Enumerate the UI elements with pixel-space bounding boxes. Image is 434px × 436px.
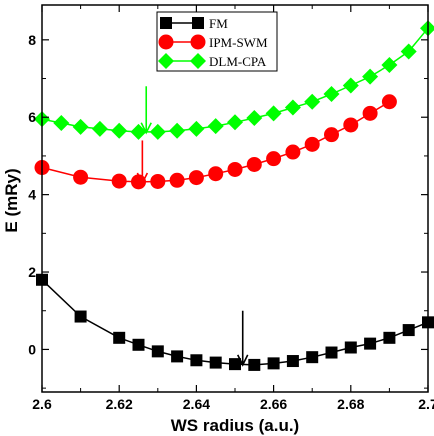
data-point-fm xyxy=(209,356,222,369)
data-point-ipm-swm xyxy=(150,173,166,189)
data-point-ipm-swm xyxy=(73,169,89,185)
legend-item-fm: FM xyxy=(160,16,228,31)
series-ipm-swm xyxy=(34,94,397,190)
data-point-fm xyxy=(248,358,261,371)
data-point-dlm-cpa xyxy=(53,115,70,132)
data-point-ipm-swm xyxy=(285,144,301,160)
x-tick-label: 2.68 xyxy=(337,396,364,412)
data-point-ipm-swm xyxy=(246,156,262,172)
data-point-dlm-cpa xyxy=(420,20,434,37)
x-tick-label: 2.64 xyxy=(183,396,210,412)
legend-marker xyxy=(190,53,206,69)
data-point-fm xyxy=(306,351,319,364)
data-point-fm xyxy=(364,337,377,350)
data-point-ipm-swm xyxy=(169,172,185,188)
legend-marker xyxy=(158,34,174,50)
data-point-dlm-cpa xyxy=(72,118,89,135)
data-point-fm xyxy=(74,310,87,323)
arrow-head xyxy=(237,354,249,367)
data-point-dlm-cpa xyxy=(400,43,417,60)
legend-marker xyxy=(190,34,206,50)
data-point-dlm-cpa xyxy=(304,93,321,110)
legend-marker xyxy=(160,17,172,29)
annotation-arrow xyxy=(136,140,149,185)
data-point-ipm-swm xyxy=(324,127,339,143)
data-point-fm xyxy=(383,331,396,344)
data-point-dlm-cpa xyxy=(265,105,282,122)
y-axis-label: E (mRy) xyxy=(2,168,21,232)
y-tick-label: 0 xyxy=(28,341,36,357)
x-tick-label: 2.66 xyxy=(260,396,287,412)
data-point-fm xyxy=(190,354,203,367)
data-point-dlm-cpa xyxy=(207,118,224,135)
data-point-fm xyxy=(113,331,126,344)
arrow-head xyxy=(140,122,152,135)
data-point-fm xyxy=(286,355,299,368)
annotation-arrow xyxy=(140,86,152,135)
legend-label: FM xyxy=(209,16,228,31)
data-point-dlm-cpa xyxy=(169,122,186,139)
data-point-ipm-swm xyxy=(188,170,204,186)
data-point-fm xyxy=(151,345,164,358)
tick-layer: 2.6 2.62 2.64 2.66 2.68 2.7 0 2 4 6 8 xyxy=(28,5,434,412)
data-point-ipm-swm xyxy=(266,151,282,167)
data-point-ipm-swm xyxy=(111,173,127,189)
legend-label: DLM-CPA xyxy=(209,54,267,69)
data-point-fm xyxy=(344,341,357,354)
legend-item-ipm-swm: IPM-SWM xyxy=(158,34,268,50)
data-point-ipm-swm xyxy=(208,166,224,182)
data-point-dlm-cpa xyxy=(284,99,301,116)
arrow-head xyxy=(136,172,149,185)
data-point-ipm-swm xyxy=(227,161,243,177)
data-point-dlm-cpa xyxy=(227,114,243,131)
data-point-dlm-cpa xyxy=(246,110,263,127)
data-point-fm xyxy=(402,324,415,337)
data-point-dlm-cpa xyxy=(130,123,147,140)
series-fm xyxy=(36,273,434,371)
data-point-dlm-cpa xyxy=(111,122,128,139)
data-point-dlm-cpa xyxy=(381,56,398,73)
data-point-dlm-cpa xyxy=(323,86,340,103)
x-axis-label: WS radius (a.u.) xyxy=(171,416,299,435)
data-point-dlm-cpa xyxy=(149,123,166,140)
annotation-arrow xyxy=(237,310,249,367)
data-point-ipm-swm xyxy=(304,136,320,152)
x-tick-label: 2.62 xyxy=(106,396,133,412)
legend-marker xyxy=(192,17,204,29)
y-tick-label: 2 xyxy=(28,264,36,280)
data-layer xyxy=(34,20,434,371)
x-tick-label: 2.7 xyxy=(418,396,434,412)
series-dlm-cpa xyxy=(34,20,434,140)
legend: FM IPM-SWM DLM-CPA xyxy=(156,11,278,72)
x-tick-label: 2.6 xyxy=(32,396,52,412)
data-point-fm xyxy=(171,350,184,363)
data-point-dlm-cpa xyxy=(91,120,108,137)
y-tick-label: 6 xyxy=(28,109,36,125)
data-point-fm xyxy=(267,357,280,370)
data-point-ipm-swm xyxy=(381,94,397,110)
data-point-fm xyxy=(229,358,241,371)
y-tick-label: 4 xyxy=(28,187,36,203)
legend-marker xyxy=(158,53,174,69)
data-point-ipm-swm xyxy=(343,117,359,133)
data-point-dlm-cpa xyxy=(362,68,379,85)
data-point-fm xyxy=(325,346,338,359)
y-tick-label: 8 xyxy=(28,32,36,48)
data-point-fm xyxy=(132,338,145,351)
data-point-dlm-cpa xyxy=(342,77,359,94)
legend-label: IPM-SWM xyxy=(209,35,268,50)
series-line-fm xyxy=(41,279,429,366)
legend-item-dlm-cpa: DLM-CPA xyxy=(158,53,267,69)
data-point-dlm-cpa xyxy=(188,120,205,137)
legend-items: FM IPM-SWM DLM-CPA xyxy=(158,16,268,69)
data-point-ipm-swm xyxy=(362,105,378,121)
